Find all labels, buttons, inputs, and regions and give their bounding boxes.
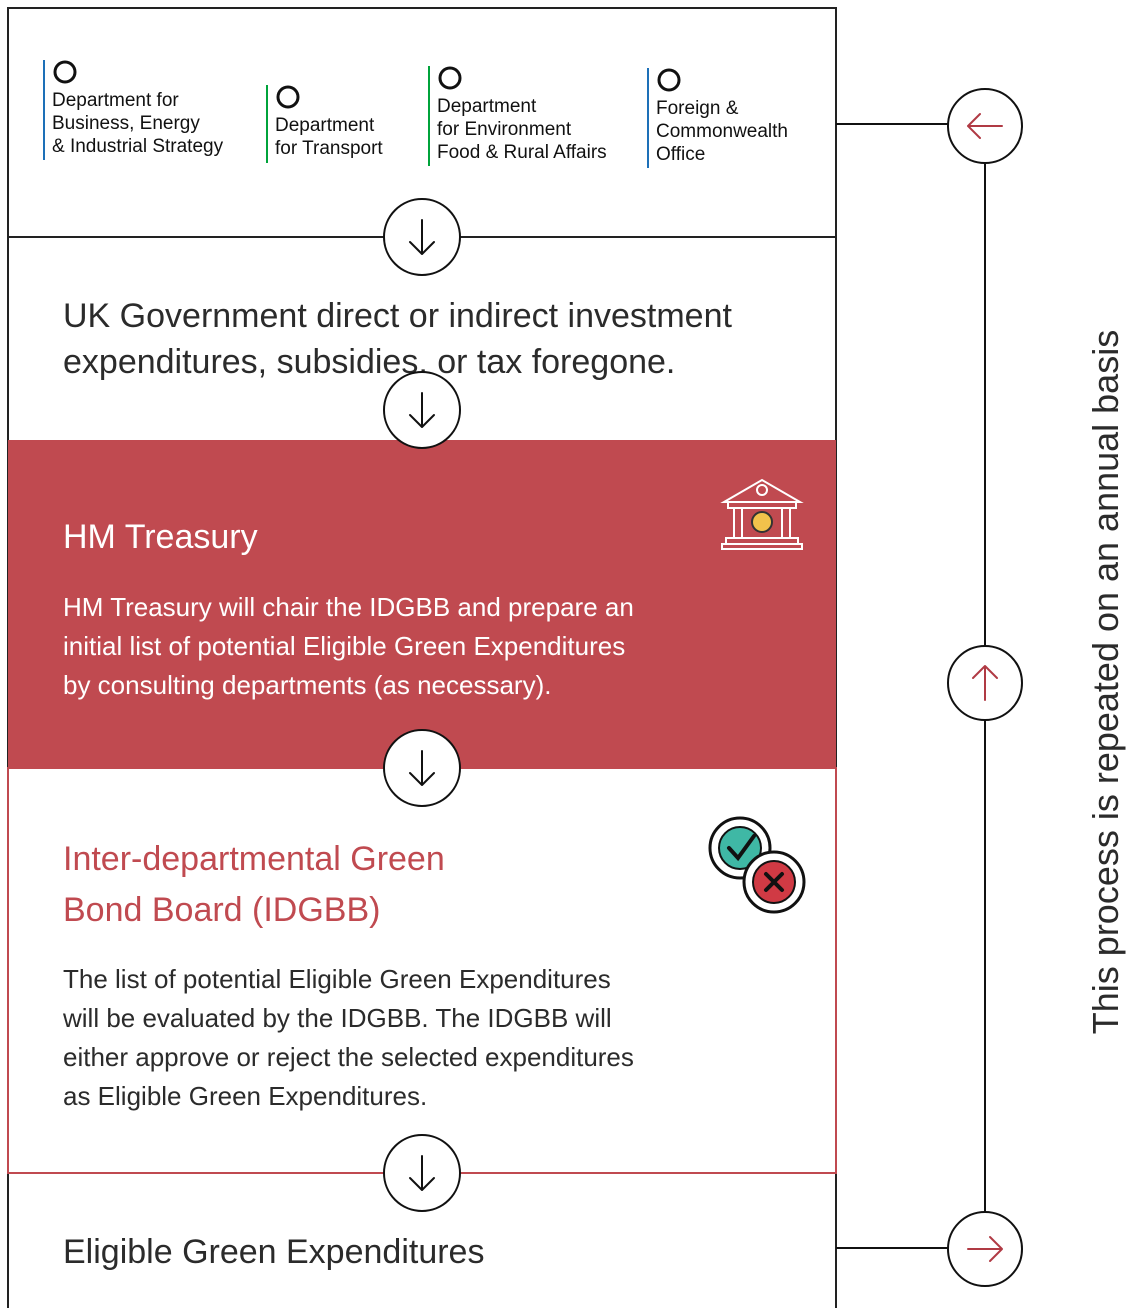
arrow: [409, 219, 435, 255]
logo-text: for Transport: [275, 138, 383, 159]
logo-text: Department: [437, 96, 537, 117]
logo-bar: [647, 68, 649, 168]
step-text: as Eligible Green Expenditures.: [63, 1081, 427, 1111]
step-title: Inter-departmental Green: [63, 840, 445, 878]
arrow: [409, 750, 435, 786]
loop: [836, 88, 1023, 1287]
logo-bar: [43, 60, 45, 160]
logo-text: Department for: [52, 90, 179, 111]
logo-bar: [428, 66, 430, 166]
step-text: HM Treasury will chair the IDGBB and pre…: [63, 592, 634, 622]
approve-reject-icon: [708, 816, 806, 914]
logo-text: Food & Rural Affairs: [437, 142, 607, 163]
logo-text: Department: [275, 115, 375, 136]
logo-bar: [266, 85, 268, 163]
logo-text: Foreign &: [656, 98, 739, 119]
flow-arrows: [383, 198, 461, 1212]
arrow: [409, 392, 435, 428]
step-text: initial list of potential Eligible Green…: [63, 631, 625, 661]
crest: [657, 68, 681, 92]
step-text: Eligible Green Expenditures: [63, 1233, 484, 1271]
step-title: Bond Board (IDGBB): [63, 891, 380, 929]
arrow: [409, 1155, 435, 1191]
crest: [438, 66, 462, 90]
step-title: HM Treasury: [63, 518, 258, 556]
step-text: either approve or reject the selected ex…: [63, 1042, 634, 1072]
treasury-panel: [8, 440, 836, 768]
crest: [53, 60, 77, 84]
logo-text: for Environment: [437, 119, 572, 140]
side-note: This process is repeated on an annual ba…: [1085, 330, 1126, 1034]
logo-text: Office: [656, 144, 705, 165]
logo-text: Commonwealth: [656, 121, 788, 142]
logo-text: Business, Energy: [52, 113, 200, 134]
step-text: expenditures, subsidies, or tax foregone…: [63, 343, 675, 381]
steps: UK Government direct or indirect investm…: [62, 297, 732, 1271]
bank-icon: [720, 478, 804, 550]
step-text: by consulting departments (as necessary)…: [63, 670, 551, 700]
step-text: will be evaluated by the IDGBB. The IDGB…: [62, 1003, 612, 1033]
logo-text: & Industrial Strategy: [52, 136, 224, 157]
step-text: The list of potential Eligible Green Exp…: [63, 964, 611, 994]
crest: [276, 85, 300, 109]
step-text: UK Government direct or indirect investm…: [63, 297, 732, 335]
